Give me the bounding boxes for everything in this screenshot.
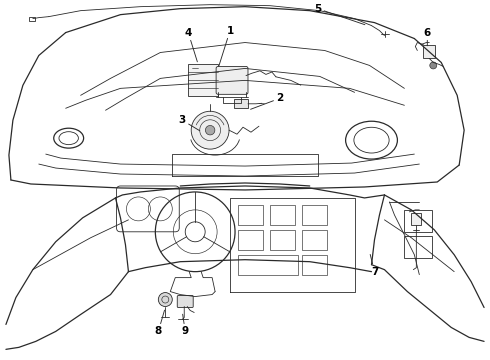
Text: 6: 6 — [424, 28, 431, 46]
Circle shape — [430, 62, 437, 69]
Bar — [238, 255, 298, 275]
Text: 2: 2 — [250, 93, 284, 109]
Bar — [404, 210, 432, 232]
Text: 1: 1 — [219, 26, 234, 66]
Text: 7: 7 — [370, 255, 378, 276]
FancyBboxPatch shape — [188, 64, 218, 96]
Circle shape — [191, 111, 229, 149]
Bar — [29, 17, 35, 21]
Circle shape — [158, 293, 172, 306]
FancyBboxPatch shape — [423, 45, 435, 58]
Text: 5: 5 — [314, 4, 365, 25]
Text: 4: 4 — [185, 28, 197, 62]
FancyBboxPatch shape — [234, 99, 248, 108]
Text: 3: 3 — [179, 115, 200, 131]
Bar — [404, 236, 432, 258]
Bar — [412, 213, 421, 225]
Text: 9: 9 — [182, 314, 189, 336]
Bar — [302, 230, 327, 250]
Bar — [238, 205, 263, 225]
Bar — [302, 255, 327, 275]
FancyBboxPatch shape — [216, 67, 248, 94]
Text: 8: 8 — [155, 310, 165, 336]
Circle shape — [205, 126, 215, 135]
FancyBboxPatch shape — [177, 296, 193, 307]
Bar — [302, 205, 327, 225]
Bar — [270, 230, 295, 250]
Bar — [238, 230, 263, 250]
Bar — [270, 205, 295, 225]
